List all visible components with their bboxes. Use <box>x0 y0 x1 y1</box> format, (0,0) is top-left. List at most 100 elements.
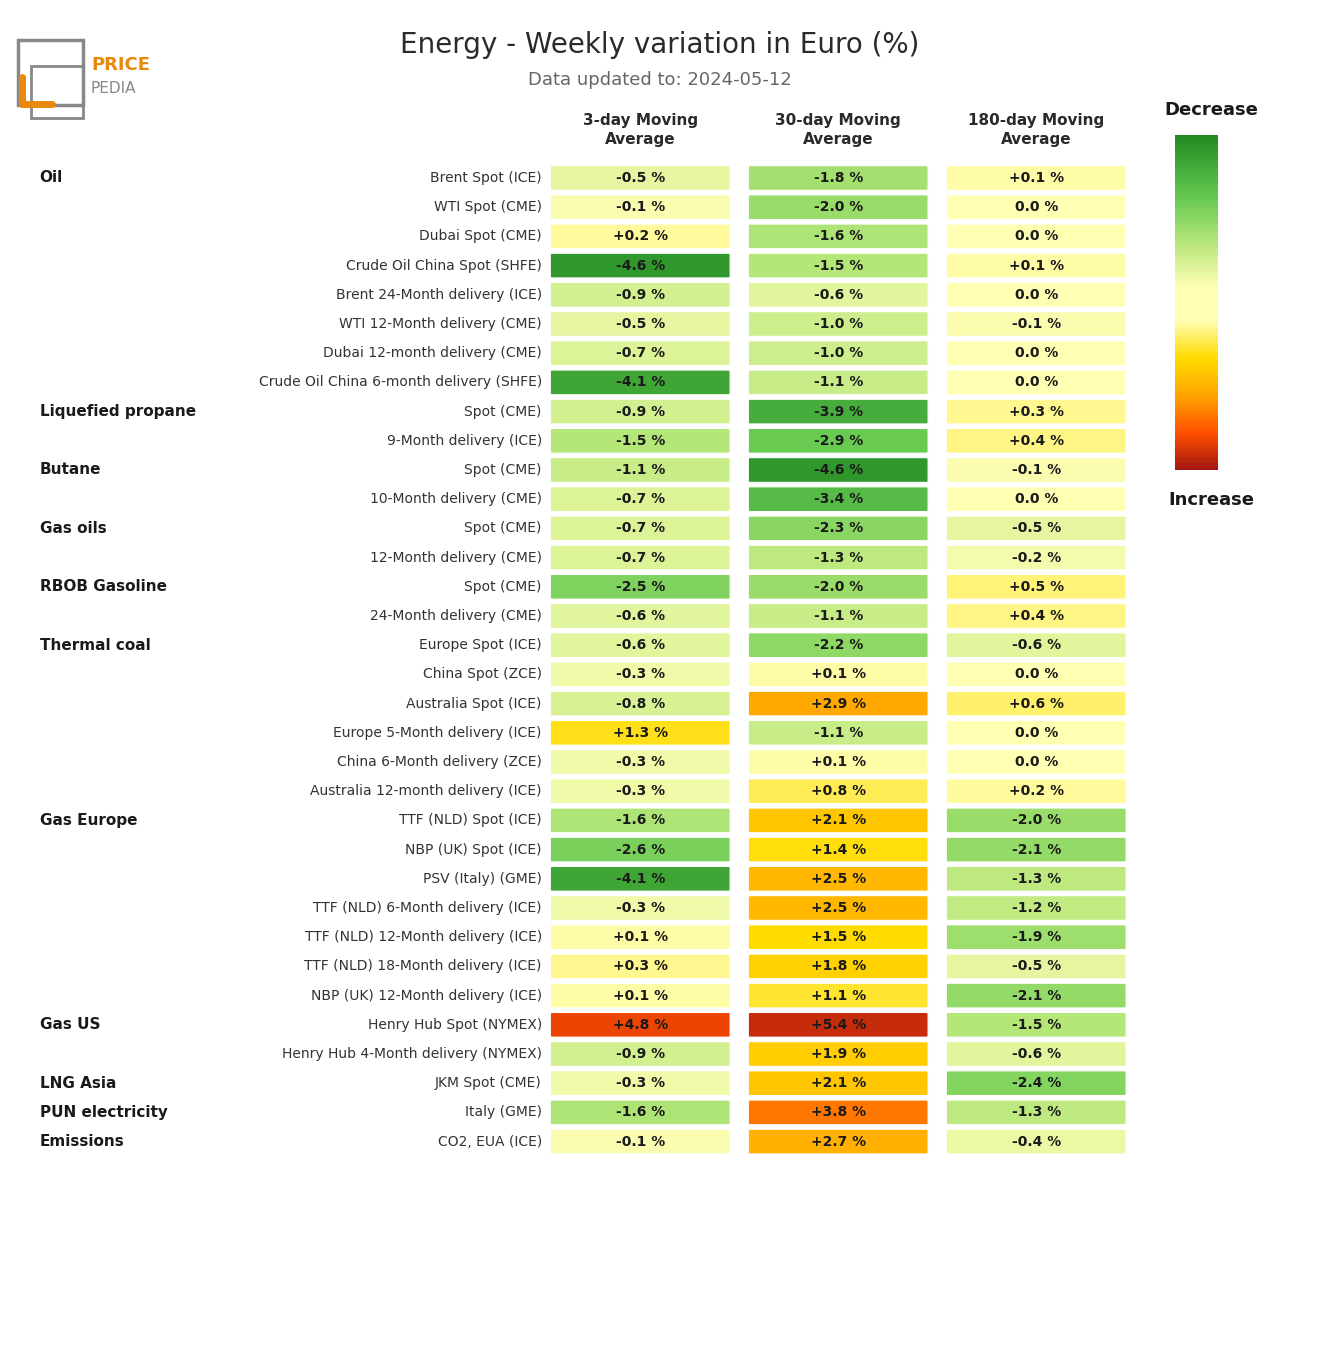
FancyBboxPatch shape <box>946 429 1126 453</box>
Bar <box>30 66 83 118</box>
Bar <box>1175 417 1218 418</box>
Bar <box>1175 404 1218 406</box>
FancyBboxPatch shape <box>748 254 928 278</box>
Bar <box>1175 141 1218 144</box>
Bar <box>1175 365 1218 366</box>
Bar <box>1175 273 1218 274</box>
Text: LNG Asia: LNG Asia <box>40 1076 116 1091</box>
Bar <box>1175 395 1218 396</box>
FancyBboxPatch shape <box>550 984 730 1008</box>
FancyBboxPatch shape <box>550 1071 730 1095</box>
Text: +2.9 %: +2.9 % <box>810 696 866 711</box>
Bar <box>1175 284 1218 286</box>
Bar <box>1175 197 1218 198</box>
Text: -0.3 %: -0.3 % <box>615 901 665 915</box>
Text: 0.0 %: 0.0 % <box>1015 288 1057 301</box>
Bar <box>1175 345 1218 346</box>
Text: Gas US: Gas US <box>40 1018 100 1033</box>
Bar <box>1175 232 1218 233</box>
Bar <box>1175 432 1218 433</box>
Text: Europe 5-Month delivery (ICE): Europe 5-Month delivery (ICE) <box>334 726 541 740</box>
Bar <box>1175 261 1218 262</box>
Bar <box>1175 354 1218 356</box>
Bar <box>1175 406 1218 408</box>
FancyBboxPatch shape <box>550 1101 730 1125</box>
Bar <box>1175 275 1218 277</box>
FancyBboxPatch shape <box>748 1071 928 1095</box>
Text: +0.3 %: +0.3 % <box>612 959 668 973</box>
Bar <box>1175 198 1218 201</box>
Text: Henry Hub Spot (NYMEX): Henry Hub Spot (NYMEX) <box>367 1018 541 1031</box>
Bar <box>1175 210 1218 212</box>
Text: -2.2 %: -2.2 % <box>813 638 863 653</box>
Text: Gas Europe: Gas Europe <box>40 813 137 828</box>
Bar <box>1175 277 1218 280</box>
Text: RBOB Gasoline: RBOB Gasoline <box>40 579 166 594</box>
Text: +2.1 %: +2.1 % <box>810 813 866 828</box>
Text: -0.8 %: -0.8 % <box>615 696 665 711</box>
Text: Oil: Oil <box>40 171 63 186</box>
Text: NBP (UK) 12-Month delivery (ICE): NBP (UK) 12-Month delivery (ICE) <box>310 989 541 1003</box>
Text: -0.6 %: -0.6 % <box>615 609 665 623</box>
Bar <box>1175 408 1218 410</box>
Bar <box>1175 461 1218 463</box>
Bar <box>1175 380 1218 381</box>
Bar <box>1175 208 1218 209</box>
Bar <box>1175 391 1218 394</box>
Bar <box>1175 351 1218 353</box>
Text: Energy - Weekly variation in Euro (%): Energy - Weekly variation in Euro (%) <box>400 31 920 58</box>
Bar <box>1175 346 1218 347</box>
Text: +0.2 %: +0.2 % <box>612 229 668 243</box>
Bar <box>1175 304 1218 305</box>
Bar <box>1175 204 1218 205</box>
FancyBboxPatch shape <box>550 662 730 687</box>
FancyBboxPatch shape <box>946 1012 1126 1037</box>
Bar <box>1175 389 1218 391</box>
Text: +0.1 %: +0.1 % <box>810 754 866 769</box>
Text: -0.7 %: -0.7 % <box>615 551 665 565</box>
Bar <box>1175 144 1218 145</box>
Bar <box>1175 326 1218 327</box>
Bar <box>1175 388 1218 389</box>
Text: Brent Spot (ICE): Brent Spot (ICE) <box>430 171 541 185</box>
Bar <box>1175 191 1218 194</box>
Bar <box>1175 175 1218 176</box>
Text: Crude Oil China 6-month delivery (SHFE): Crude Oil China 6-month delivery (SHFE) <box>259 376 541 389</box>
Bar <box>1175 430 1218 432</box>
Bar <box>1175 383 1218 384</box>
FancyBboxPatch shape <box>946 574 1126 600</box>
FancyBboxPatch shape <box>946 546 1126 570</box>
Bar <box>1175 201 1218 202</box>
Text: Liquefied propane: Liquefied propane <box>40 404 195 419</box>
Bar <box>1175 465 1218 467</box>
FancyBboxPatch shape <box>748 429 928 453</box>
Bar <box>1175 239 1218 240</box>
Bar <box>1175 137 1218 138</box>
FancyBboxPatch shape <box>550 254 730 278</box>
Text: +2.1 %: +2.1 % <box>810 1076 866 1090</box>
Bar <box>1175 372 1218 373</box>
Text: 0.0 %: 0.0 % <box>1015 229 1057 243</box>
Text: Increase: Increase <box>1168 491 1254 509</box>
Text: Brent 24-Month delivery (ICE): Brent 24-Month delivery (ICE) <box>335 288 541 301</box>
FancyBboxPatch shape <box>748 867 928 892</box>
Bar <box>1175 202 1218 204</box>
Text: -0.5 %: -0.5 % <box>615 318 665 331</box>
Text: -0.6 %: -0.6 % <box>615 638 665 653</box>
Bar <box>1175 446 1218 448</box>
FancyBboxPatch shape <box>550 487 730 512</box>
FancyBboxPatch shape <box>550 691 730 716</box>
Text: Butane: Butane <box>40 463 102 478</box>
Text: -0.3 %: -0.3 % <box>615 668 665 681</box>
Text: -0.7 %: -0.7 % <box>615 346 665 360</box>
Bar <box>1175 180 1218 182</box>
Bar <box>1175 218 1218 220</box>
FancyBboxPatch shape <box>550 867 730 892</box>
Bar <box>1175 262 1218 265</box>
Text: +2.7 %: +2.7 % <box>810 1134 866 1148</box>
Bar <box>1175 415 1218 417</box>
Text: -1.6 %: -1.6 % <box>615 1106 665 1120</box>
Bar <box>1175 308 1218 309</box>
Bar <box>1175 159 1218 160</box>
Text: Crude Oil China Spot (SHFE): Crude Oil China Spot (SHFE) <box>346 259 541 273</box>
